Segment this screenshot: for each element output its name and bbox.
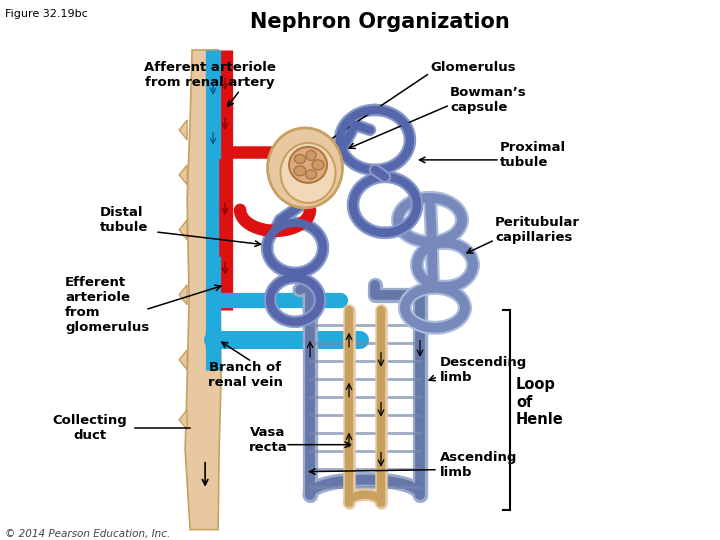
Polygon shape bbox=[179, 350, 187, 370]
Text: Figure 32.19bc: Figure 32.19bc bbox=[5, 9, 88, 19]
Text: Descending
limb: Descending limb bbox=[440, 356, 527, 384]
Ellipse shape bbox=[294, 166, 306, 176]
Text: © 2014 Pearson Education, Inc.: © 2014 Pearson Education, Inc. bbox=[5, 529, 171, 538]
Text: Efferent
arteriole
from
glomerulus: Efferent arteriole from glomerulus bbox=[66, 276, 150, 334]
Polygon shape bbox=[179, 285, 187, 305]
Text: Branch of
renal vein: Branch of renal vein bbox=[207, 361, 282, 389]
Polygon shape bbox=[179, 220, 187, 240]
Text: Nephron Organization: Nephron Organization bbox=[250, 12, 510, 32]
Text: Collecting
duct: Collecting duct bbox=[53, 414, 127, 442]
Text: Peritubular
capillaries: Peritubular capillaries bbox=[495, 216, 580, 244]
Ellipse shape bbox=[289, 147, 327, 183]
Text: Glomerulus: Glomerulus bbox=[430, 62, 516, 75]
Ellipse shape bbox=[268, 128, 343, 208]
Polygon shape bbox=[185, 50, 221, 530]
Ellipse shape bbox=[281, 143, 336, 203]
Text: Ascending
limb: Ascending limb bbox=[440, 451, 517, 478]
Ellipse shape bbox=[312, 160, 324, 170]
Text: Proximal
tubule: Proximal tubule bbox=[500, 141, 566, 169]
Text: Distal
tubule: Distal tubule bbox=[100, 206, 148, 234]
Text: Loop
of
Henle: Loop of Henle bbox=[516, 377, 564, 427]
Ellipse shape bbox=[294, 154, 305, 164]
Polygon shape bbox=[179, 165, 187, 185]
Text: Bowman’s
capsule: Bowman’s capsule bbox=[450, 86, 527, 114]
Polygon shape bbox=[179, 410, 187, 430]
Ellipse shape bbox=[305, 170, 317, 179]
Ellipse shape bbox=[306, 150, 316, 160]
Polygon shape bbox=[179, 120, 187, 140]
Text: Vasa
recta: Vasa recta bbox=[248, 426, 287, 454]
Text: Afferent arteriole
from renal artery: Afferent arteriole from renal artery bbox=[144, 61, 276, 89]
